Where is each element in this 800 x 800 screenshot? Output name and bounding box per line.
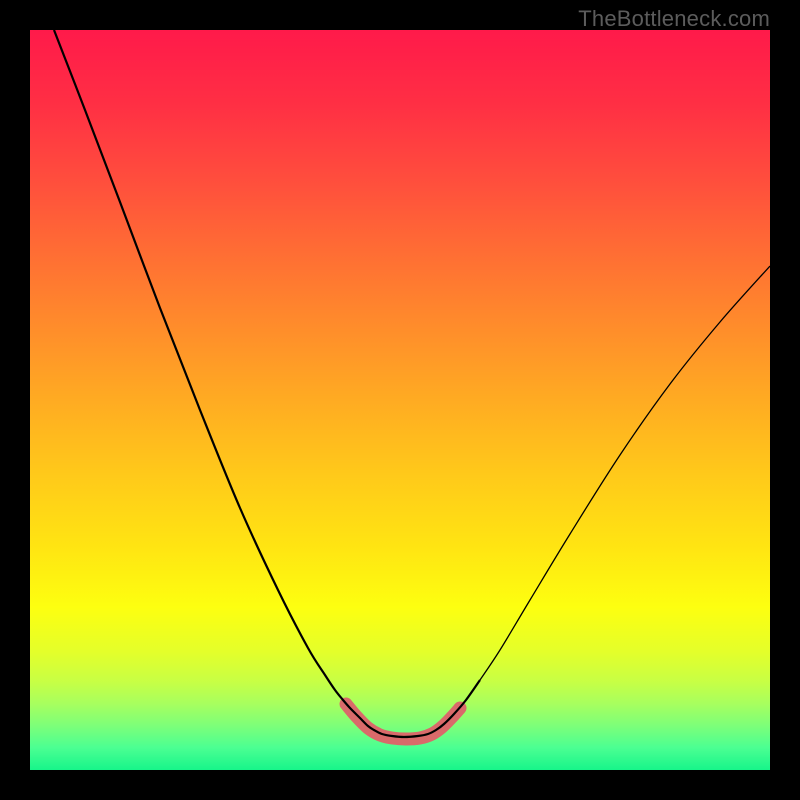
plot-area xyxy=(30,30,770,770)
v-curve-left xyxy=(54,30,480,737)
watermark-text: TheBottleneck.com xyxy=(578,6,770,32)
v-curve-right xyxy=(480,266,770,680)
chart-frame: TheBottleneck.com xyxy=(0,0,800,800)
curve-layer xyxy=(30,30,770,770)
